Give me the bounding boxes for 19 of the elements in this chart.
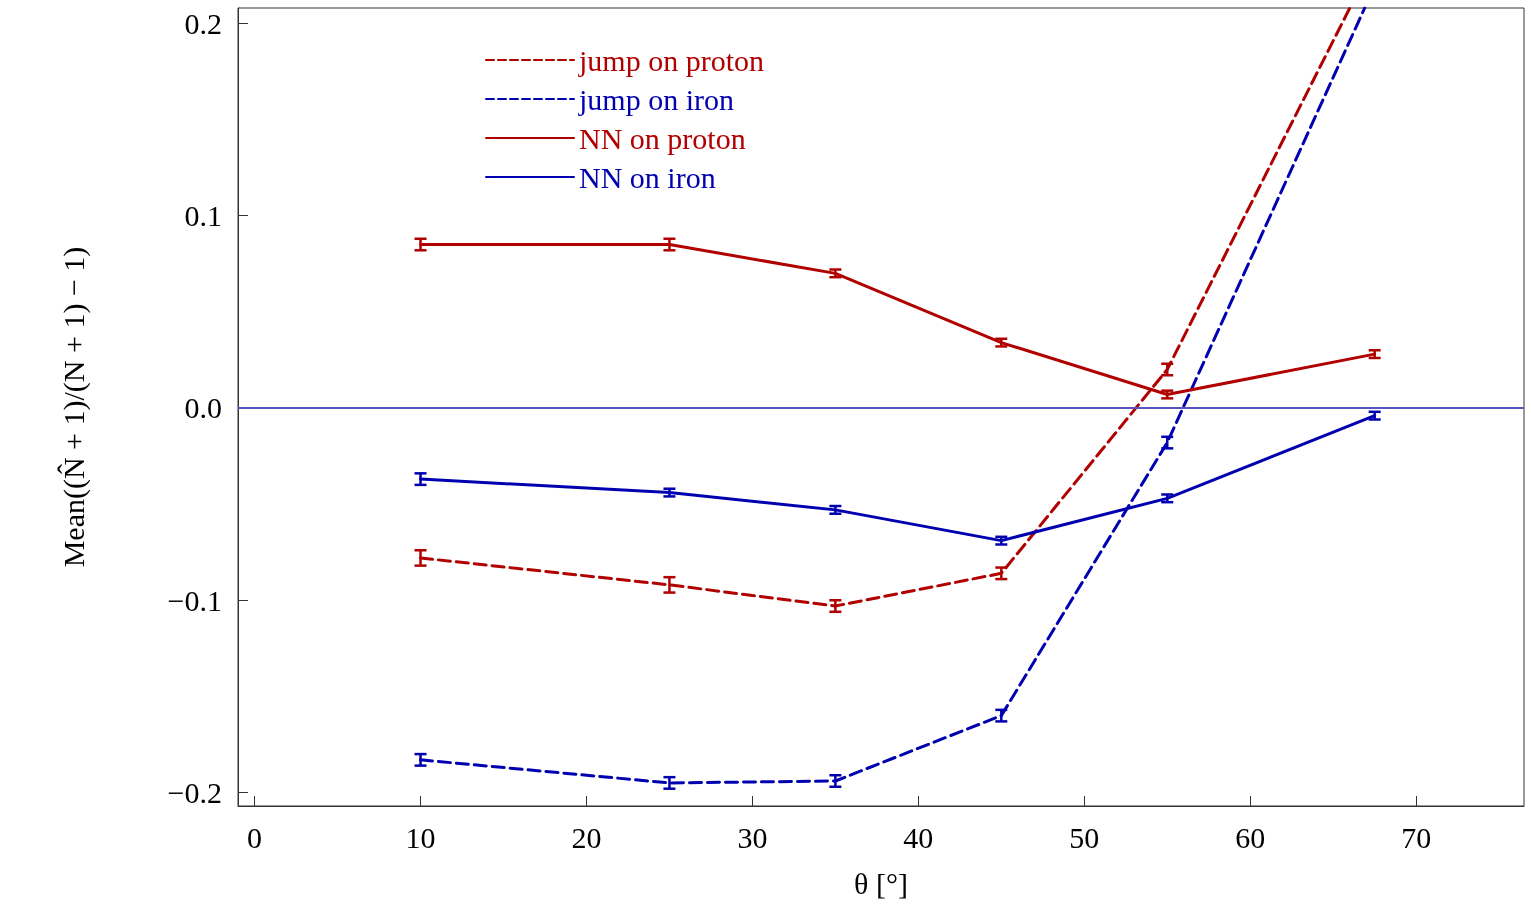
- x-tick-label: 0: [247, 820, 263, 854]
- x-tick-label: 40: [903, 820, 934, 854]
- y-tick-label: −0.1: [167, 583, 222, 617]
- legend-label: NN on proton: [579, 121, 746, 155]
- x-tick-label: 10: [405, 820, 436, 854]
- legend-label: jump on iron: [578, 82, 734, 116]
- y-tick-label: −0.2: [167, 776, 222, 810]
- y-tick-label: 0.2: [184, 6, 222, 40]
- y-axis-title: Mean((N̂ + 1)/(N + 1) − 1): [56, 246, 91, 568]
- legend-label: NN on iron: [579, 160, 716, 194]
- x-tick-label: 70: [1401, 820, 1432, 854]
- x-tick-label: 50: [1069, 820, 1100, 854]
- y-tick-label: 0.0: [184, 391, 222, 425]
- y-tick-label: 0.1: [184, 199, 222, 233]
- x-tick-label: 30: [737, 820, 768, 854]
- x-axis-title: θ [°]: [854, 866, 908, 900]
- x-tick-label: 60: [1235, 820, 1266, 854]
- legend-label: jump on proton: [578, 43, 764, 77]
- x-tick-label: 20: [571, 820, 602, 854]
